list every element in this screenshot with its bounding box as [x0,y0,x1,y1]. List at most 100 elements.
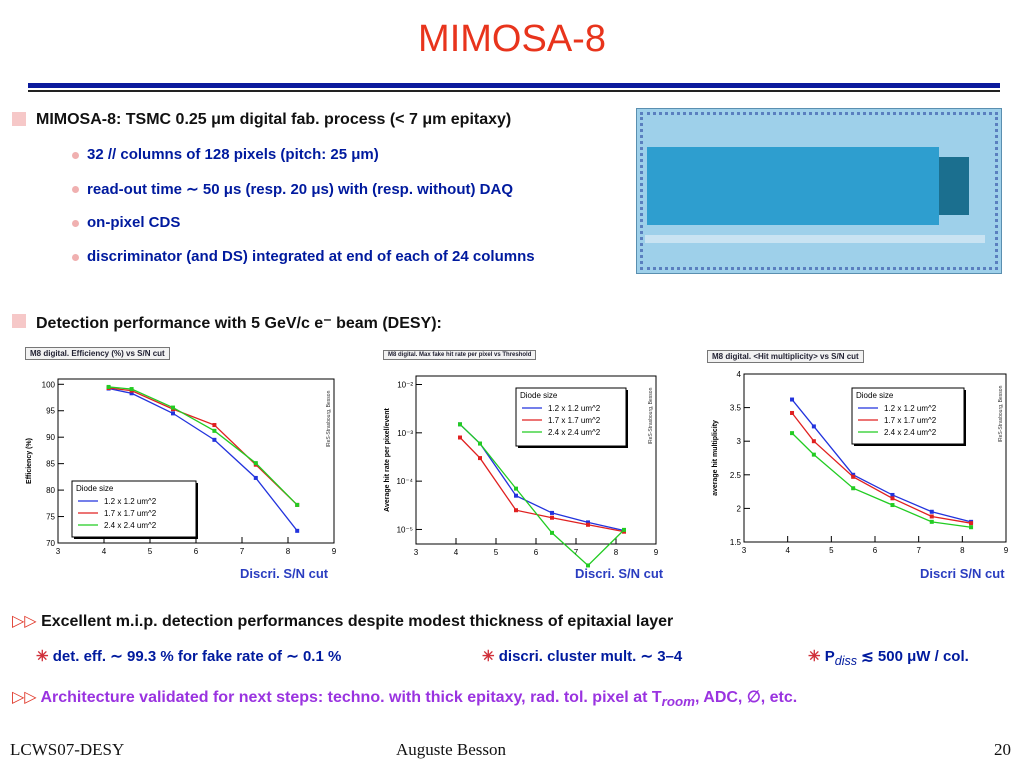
data-point [295,502,300,507]
footer-author: Auguste Besson [396,740,507,759]
y-tick-label: 4 [737,370,742,379]
x-tick-label: 6 [194,547,199,556]
result-power: ✳ Pdiss ≲ 500 μW / col. [808,647,969,668]
data-point [171,411,175,416]
conclusion-text: Architecture validated for next steps: t… [40,689,662,706]
section-marker [12,112,26,126]
chart-title: M8 digital. <Hit multiplicity> vs S/N cu… [707,350,864,363]
x-tick-label: 6 [534,548,539,557]
section-marker [12,314,26,328]
x-axis-label: Discri S/N cut [920,566,1005,581]
series-line [791,412,972,524]
legend-entry: 1.2 x 1.2 um^2 [104,497,157,506]
slide-title: MIMOSA-8 [418,18,606,60]
data-point [458,435,462,440]
bullet-cds: on-pixel CDS [87,214,181,231]
data-point [969,521,974,526]
x-tick-label: 7 [574,548,579,557]
efficiency-plot: 3 4 5 6 7 8 9 70 75 80 85 90 95 100 Efficiency (%) IReS… [26,378,337,556]
legend-entry: 1.7 x 1.7 um^2 [104,509,157,518]
title-underline-shadow [28,90,1000,92]
chart-title: M8 digital. Efficiency (%) vs S/N cut [25,347,170,360]
data-point [550,530,554,535]
fake-rate-plot: 3 4 5 6 7 8 9 10⁻⁵ 10⁻⁴ 10⁻³ 10⁻² Average hit rate … [384,375,659,568]
double-triangle-icon: ▷▷ [12,613,37,630]
y-tick-label: 75 [46,513,55,522]
data-point [129,391,134,396]
bullet-columns: 32 // columns of 128 pixels (pitch: 25 μ… [87,146,379,163]
chart-title: M8 digital. Max fake hit rate per pixel … [383,350,537,360]
bullet-dot [72,152,79,159]
data-point [295,528,300,533]
x-tick-label: 4 [785,546,790,555]
x-axis-label: Discri. S/N cut [575,566,664,581]
result-text: det. eff. ∼ 99.3 % for fake rate of ∼ 0.… [52,648,342,665]
multiplicity-plot: 3 4 5 6 7 8 9 1.5 2 2.5 3 3.5 4 average hit multiplic… [712,370,1009,555]
y-tick-label: 80 [46,486,55,495]
bullet-readout: read-out time ∼ 50 μs (resp. 20 μs) with… [87,181,513,198]
chip-discriminator-block [939,157,969,215]
data-point [622,527,626,532]
data-point [851,472,856,477]
legend-box [71,480,197,538]
data-point [851,486,856,491]
y-tick-label: 10⁻³ [397,429,413,438]
legend-title: Diode size [520,391,558,400]
data-point [890,492,895,497]
data-point [550,510,554,515]
asterisk-icon: ✳ [482,648,495,665]
data-point [478,456,482,461]
chip-periphery [645,235,985,243]
series-line [108,386,298,506]
series-line [459,437,625,533]
bullet-dot [72,254,79,261]
series-line [791,432,972,528]
legend-title: Diode size [856,391,894,400]
series-line [791,399,972,523]
data-point [586,520,590,525]
side-credit-label: IReS-Strasbourg, Besson [326,390,332,447]
data-point [586,522,590,527]
data-point [106,384,111,389]
asterisk-icon: ✳ [808,648,821,665]
x-tick-label: 9 [654,548,659,557]
y-tick-label: 90 [46,433,55,442]
y-tick-label: 10⁻⁴ [396,477,413,486]
legend-title: Diode size [76,484,114,493]
data-point [790,410,795,415]
result-text: P [824,648,835,665]
chart-fake-rate: M8 digital. Max fake hit rate per pixel … [380,348,670,585]
y-tick-label: 1.5 [730,538,742,547]
section-heading-chip: MIMOSA-8: TSMC 0.25 μm digital fab. proc… [36,111,512,128]
legend-entry: 1.2 x 1.2 um^2 [548,404,601,413]
data-point [129,387,134,392]
data-point [586,563,590,568]
y-tick-label: 100 [42,380,56,389]
series-line [459,423,625,567]
data-point [790,431,795,436]
x-tick-label: 8 [614,548,619,557]
chip-layout-image [636,108,1002,274]
legend-entry: 1.7 x 1.7 um^2 [548,416,601,425]
data-point [811,424,816,429]
x-tick-label: 3 [742,546,747,555]
x-tick-label: 4 [102,547,107,556]
y-tick-label: 95 [46,407,55,416]
result-efficiency: ✳ det. eff. ∼ 99.3 % for fake rate of ∼ … [36,647,341,665]
result-subscript: diss [834,654,857,668]
conclusion-architecture: ▷▷ Architecture validated for next steps… [12,687,797,709]
y-tick-label: 2 [737,504,742,513]
x-tick-label: 5 [494,548,499,557]
data-point [929,519,934,524]
y-tick-label: 2.5 [730,471,742,480]
data-point [171,405,175,410]
data-point [212,428,217,433]
footer-page-number: 20 [994,740,1011,759]
data-point [514,493,518,498]
legend-entry: 1.2 x 1.2 um^2 [884,404,937,413]
y-tick-label: 10⁻² [397,381,413,390]
data-point [790,397,795,402]
conclusion-text: Excellent m.i.p. detection performances … [41,613,674,630]
data-point [929,514,934,519]
bullet-dot [72,186,79,193]
